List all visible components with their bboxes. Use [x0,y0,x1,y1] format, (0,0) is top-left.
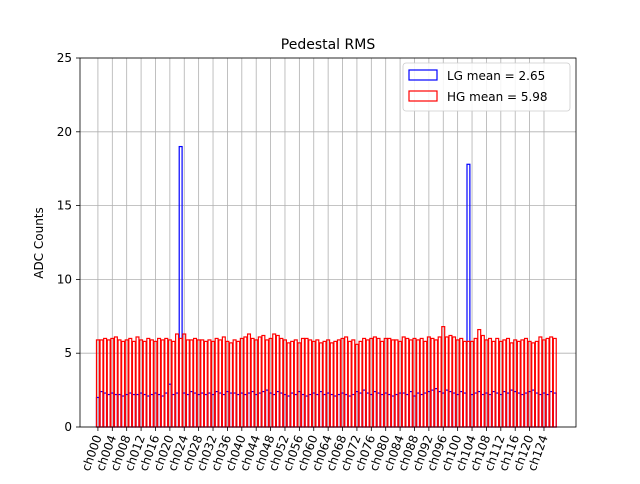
legend-swatch [408,90,438,102]
legend-swatch [408,69,438,81]
legend: LG mean = 2.65 HG mean = 5.98 [402,62,571,112]
y-tick-label: 15 [57,199,72,213]
y-tick-label: 25 [57,51,72,65]
bars [95,145,557,428]
chart-title: Pedestal RMS [281,37,376,53]
series-1 [95,326,557,428]
legend-label: LG mean = 2.65 [447,69,545,83]
axes: 0510152025ch000ch004ch008ch012ch016ch020… [57,51,577,473]
legend-label: HG mean = 5.98 [447,90,548,104]
y-tick-label: 0 [64,420,72,434]
y-tick-label: 20 [57,125,72,139]
legend-box [402,62,571,112]
y-axis-label: ADC Counts [32,207,46,279]
y-tick-label: 5 [64,346,72,360]
y-tick-label: 10 [57,272,72,286]
grid-lines [80,57,576,428]
